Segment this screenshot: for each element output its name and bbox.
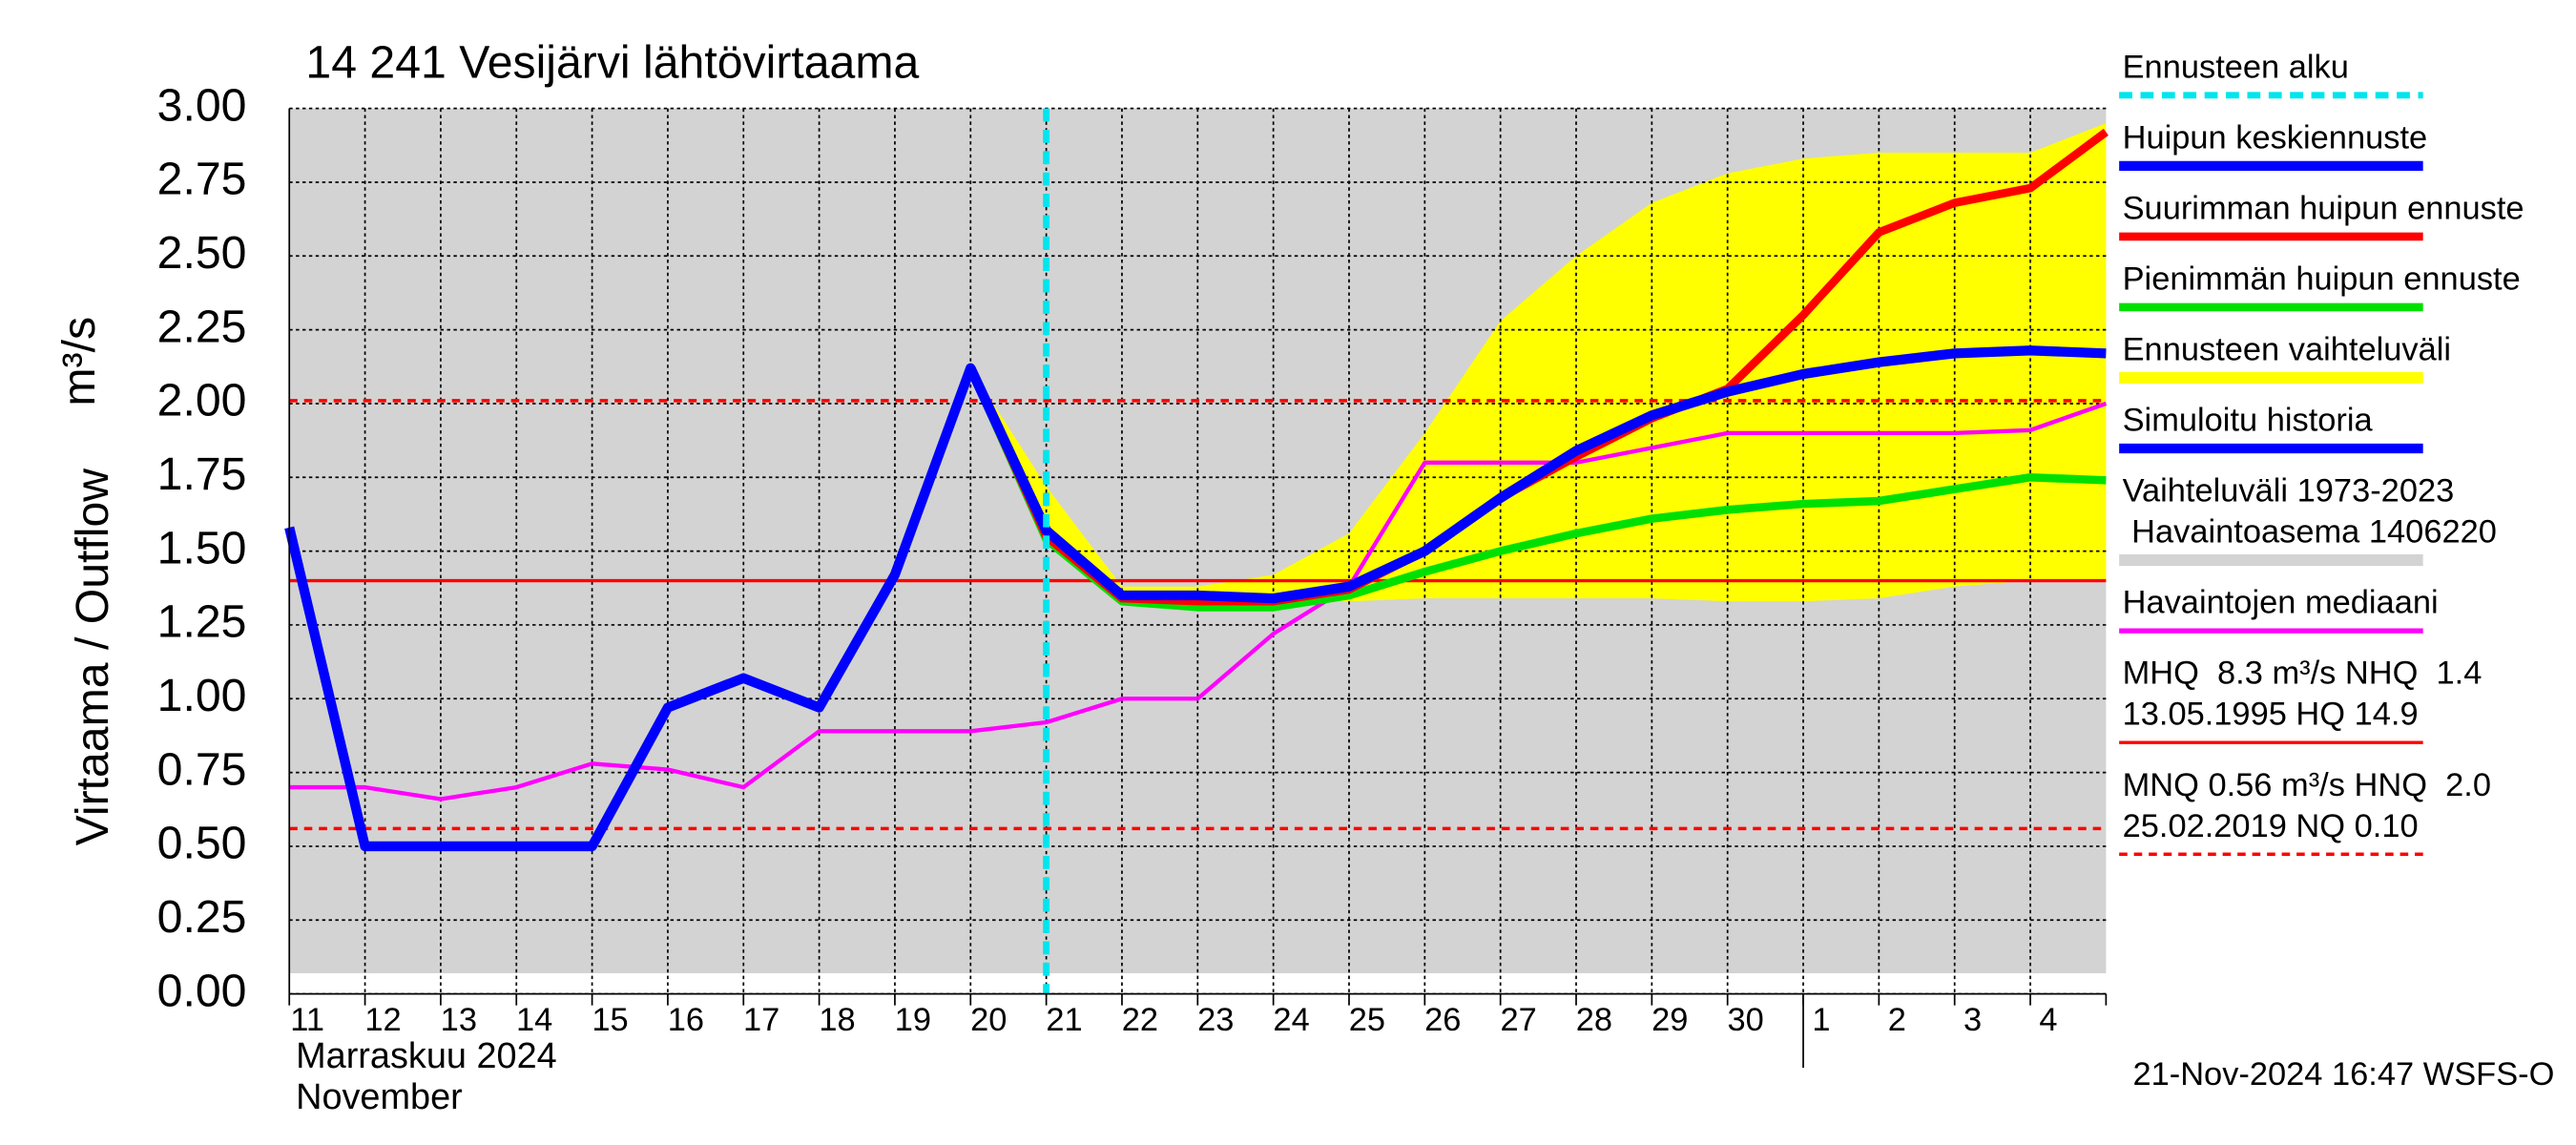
x-tick-label: 20 (970, 1002, 1007, 1038)
x-axis-label: November (296, 1077, 463, 1117)
range-band (970, 123, 2107, 602)
legend-label: Havaintoasema 1406220 (2123, 514, 2497, 551)
legend-label: Ennusteen vaihteluväli (2123, 332, 2451, 368)
series-line (966, 366, 2107, 612)
x-tick-label: 11 (290, 1002, 324, 1038)
y-tick-label: 0.00 (157, 965, 247, 1016)
y-tick-label: 3.00 (157, 79, 247, 131)
x-tick-label: 4 (2039, 1002, 2057, 1038)
legend-label: Pienimmän huipun ennuste (2123, 260, 2521, 297)
y-tick-label: 2.25 (157, 301, 247, 352)
legend-label: MHQ 8.3 m³/s NHQ 1.4 (2123, 656, 2483, 692)
y-tick-label: 2.50 (157, 227, 247, 279)
x-tick-label: 23 (1197, 1002, 1234, 1038)
x-tick-label: 13 (441, 1002, 477, 1038)
legend-label: Suurimman huipun ennuste (2123, 190, 2524, 226)
footer: 21-Nov-2024 16:47 WSFS-O (2132, 1056, 2554, 1093)
legend-label: Ennusteen alku (2123, 49, 2349, 85)
y-tick-label: 2.00 (157, 375, 247, 427)
y-axis-unit: m³/s (53, 317, 105, 406)
x-tick-label: 29 (1652, 1002, 1688, 1038)
x-tick-label: 25 (1349, 1002, 1385, 1038)
series-line (966, 345, 2107, 604)
x-tick-label: 17 (743, 1002, 779, 1038)
x-tick-label: 16 (668, 1002, 704, 1038)
x-tick-label: 28 (1576, 1002, 1612, 1038)
legend-label: Huipun keskiennuste (2123, 119, 2428, 156)
x-tick-label: 22 (1122, 1002, 1158, 1038)
y-tick-label: 0.75 (157, 743, 247, 795)
y-tick-label: 2.75 (157, 154, 247, 205)
plot-area (284, 107, 2109, 995)
y-tick-label: 0.50 (157, 818, 247, 869)
y-axis-label: Virtaama / Outflow (67, 468, 118, 846)
x-tick-label: 3 (1963, 1002, 1982, 1038)
y-tick-label: 1.50 (157, 522, 247, 573)
x-tick-label: 1 (1812, 1002, 1830, 1038)
legend-label: 25.02.2019 NQ 0.10 (2123, 808, 2419, 844)
x-tick-label: 24 (1273, 1002, 1309, 1038)
x-tick-label: 30 (1727, 1002, 1763, 1038)
x-tick-label: 21 (1046, 1002, 1082, 1038)
y-tick-label: 1.75 (157, 448, 247, 500)
x-tick-label: 15 (592, 1002, 628, 1038)
x-tick-label: 12 (364, 1002, 401, 1038)
legend-label: Vaihteluväli 1973-2023 (2123, 473, 2455, 510)
y-tick-label: 1.25 (157, 596, 247, 648)
y-tick-label: 1.00 (157, 670, 247, 721)
x-tick-label: 27 (1500, 1002, 1536, 1038)
x-tick-label: 19 (895, 1002, 931, 1038)
legend-label: Havaintojen mediaani (2123, 585, 2439, 621)
x-tick-label: 14 (516, 1002, 552, 1038)
series-line (289, 401, 2108, 802)
chart-title: 14 241 Vesijärvi lähtövirtaama (305, 37, 919, 89)
legend-label: MNQ 0.56 m³/s HNQ 2.0 (2123, 767, 2491, 803)
series-line (284, 363, 1051, 852)
x-tick-label: 26 (1424, 1002, 1461, 1038)
y-tick-label: 0.25 (157, 891, 247, 943)
legend-label: Simuloitu historia (2123, 403, 2374, 439)
x-axis-label: Marraskuu 2024 (296, 1036, 557, 1076)
legend-label: 13.05.1995 HQ 14.9 (2123, 697, 2419, 733)
x-tick-label: 2 (1888, 1002, 1906, 1038)
x-tick-label: 18 (819, 1002, 855, 1038)
